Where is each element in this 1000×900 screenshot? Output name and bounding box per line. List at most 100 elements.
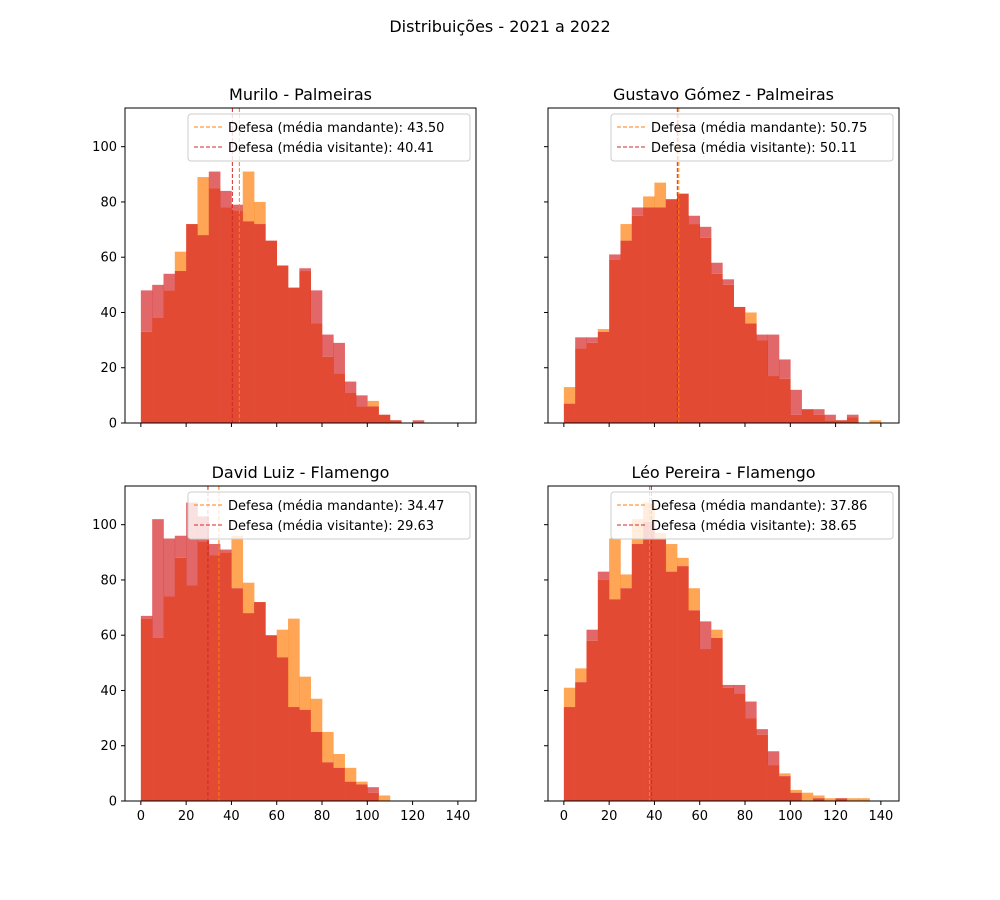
x-tick-label: 40 (646, 809, 663, 824)
bar-overlap-22 (812, 414, 825, 423)
bar-overlap-18 (344, 392, 357, 423)
bar-mandante-5 (620, 574, 633, 589)
bar-visitante-19 (355, 395, 368, 407)
subplot-title: Murilo - Palmeiras (229, 85, 372, 104)
x-tick-label: 80 (737, 809, 754, 824)
bar-mandante-21 (378, 795, 391, 801)
bar-overlap-0 (563, 403, 576, 423)
bar-overlap-6 (631, 215, 644, 423)
bar-visitante-4 (186, 502, 198, 586)
subplot-4: 0 20 40 60 80 100 120 140 Léo Pereira - Flamengo… (544, 463, 900, 824)
legend: Defesa (média mandante): 50.75 Defesa (mé… (610, 113, 894, 162)
bar-visitante-20 (790, 389, 802, 415)
bar-overlap-9 (242, 221, 255, 423)
y-tick-label: 100 (92, 140, 117, 155)
bar-overlap-22 (812, 798, 825, 801)
legend-label-mandante: Defesa (média mandante): 43.50 (228, 121, 444, 136)
y-tick-label: 0 (109, 795, 117, 810)
x-tick-label: 60 (268, 809, 285, 824)
bar-overlap-6 (208, 188, 221, 423)
bar-overlap-2 (163, 290, 176, 423)
bar-mandante-5 (620, 224, 633, 241)
bar-overlap-17 (333, 373, 345, 423)
bar-overlap-12 (276, 657, 289, 801)
axes-frame (124, 107, 477, 424)
bar-mandante-12 (276, 629, 289, 658)
bar-overlap-6 (631, 544, 644, 801)
bar-mandante-20 (790, 789, 802, 793)
bar-overlap-1 (152, 637, 164, 801)
x-tick-label: 100 (355, 809, 380, 824)
bar-mandante-1 (575, 668, 587, 683)
bar-overlap-4 (186, 585, 198, 801)
bar-mandante-22 (812, 795, 825, 799)
bar-overlap-16 (322, 356, 334, 423)
legend-box (610, 491, 894, 540)
bar-overlap-7 (643, 207, 655, 423)
bar-visitante-6 (631, 207, 644, 216)
bar-mandante-13 (711, 629, 723, 638)
bar-overlap-3 (174, 557, 187, 801)
axes-frame (547, 485, 900, 802)
bar-overlap-2 (163, 596, 176, 801)
bar-visitante-2 (163, 273, 176, 291)
legend: Defesa (média mandante): 43.50 Defesa (mé… (187, 113, 471, 162)
bar-overlap-12 (699, 649, 712, 801)
legend-box (610, 113, 894, 162)
bar-overlap-8 (654, 207, 667, 423)
y-tick-label: 20 (100, 361, 117, 376)
legend: Defesa (média mandante): 37.86 Defesa (mé… (610, 491, 894, 540)
y-tick-label: 20 (100, 739, 117, 754)
bar-overlap-10 (254, 224, 266, 423)
bar-overlap-14 (299, 271, 311, 423)
bar-mandante-18 (344, 767, 357, 782)
bar-visitante-8 (231, 204, 244, 211)
bar-mandante-5 (197, 177, 210, 236)
bar-visitante-7 (220, 549, 232, 553)
legend-box (187, 491, 471, 540)
bar-overlap-23 (824, 420, 836, 423)
bar-overlap-14 (722, 284, 734, 423)
x-tick-label: 120 (400, 809, 425, 824)
bar-visitante-15 (733, 684, 746, 694)
legend-box (187, 113, 471, 162)
bar-overlap-14 (722, 687, 734, 801)
bar-overlap-1 (575, 348, 587, 423)
bar-visitante-6 (208, 544, 221, 556)
bar-overlap-8 (231, 210, 244, 423)
bar-overlap-21 (378, 414, 391, 423)
bar-overlap-17 (756, 340, 768, 423)
bar-overlap-5 (197, 541, 210, 801)
bar-overlap-11 (688, 224, 701, 423)
bar-overlap-10 (254, 602, 266, 801)
bar-visitante-17 (756, 729, 768, 735)
figure-suptitle: Distribuições - 2021 a 2022 (389, 17, 610, 36)
bar-visitante-0 (140, 290, 153, 332)
bar-overlap-3 (597, 579, 610, 801)
bar-overlap-19 (355, 784, 368, 801)
bar-mandante-21 (801, 792, 814, 801)
bar-visitante-4 (609, 254, 621, 260)
bar-mandante-13 (288, 618, 300, 708)
bar-overlap-13 (711, 273, 723, 423)
bar-visitante-18 (767, 334, 780, 377)
bar-overlap-16 (745, 323, 757, 423)
bar-mandante-0 (563, 687, 576, 708)
bar-overlap-5 (197, 235, 210, 423)
x-tick-label: 0 (560, 809, 568, 824)
bar-visitante-1 (152, 284, 164, 318)
bar-visitante-2 (586, 629, 599, 641)
subplot-title: David Luiz - Flamengo (212, 463, 390, 482)
legend-label-mandante: Defesa (média mandante): 50.75 (651, 121, 867, 136)
bar-overlap-0 (563, 707, 576, 801)
bar-overlap-16 (745, 718, 757, 801)
subplot-title: Léo Pereira - Flamengo (631, 463, 815, 482)
bar-mandante-3 (174, 251, 187, 272)
bar-mandante-9 (242, 171, 255, 222)
bar-overlap-17 (756, 734, 768, 801)
bar-mandante-16 (322, 731, 334, 763)
bar-visitante-14 (299, 268, 311, 272)
bar-overlap-14 (299, 709, 311, 801)
